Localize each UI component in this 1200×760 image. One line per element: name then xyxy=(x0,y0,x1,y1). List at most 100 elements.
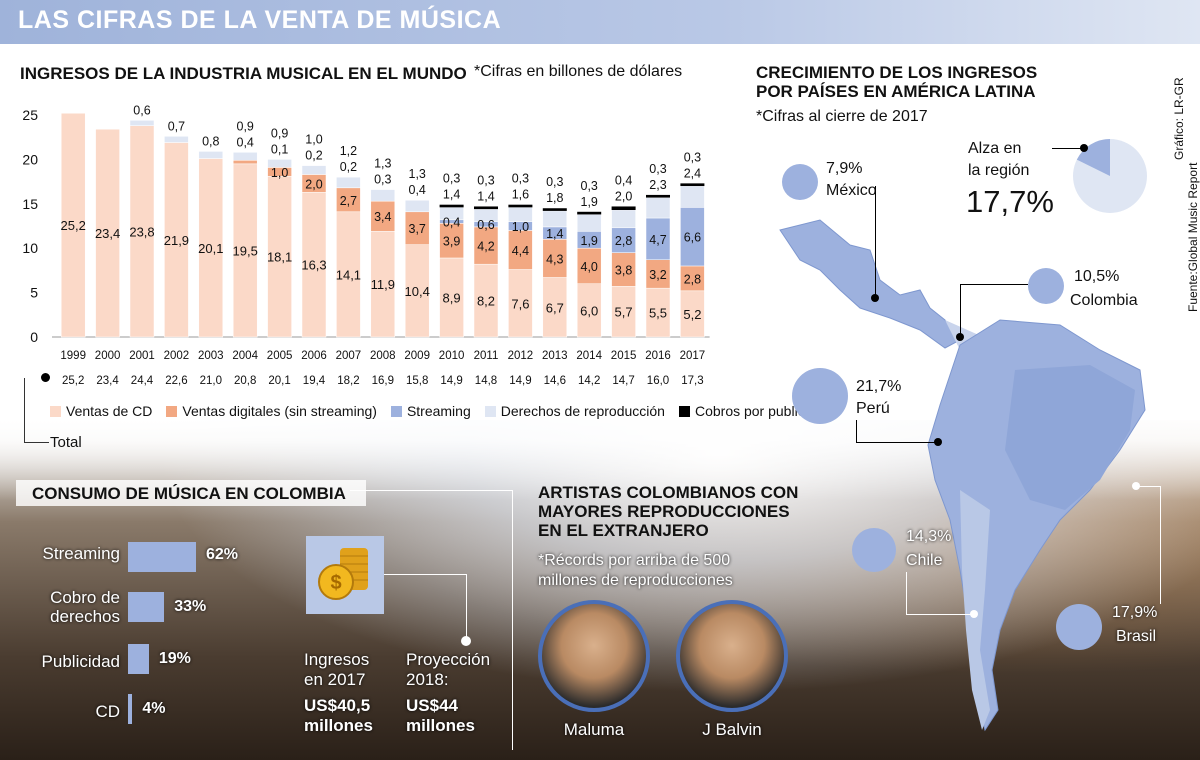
y-tick-5: 5 xyxy=(30,285,38,301)
bar-cd-2009 xyxy=(404,244,430,338)
value-label-derechos-2006: 0,2 xyxy=(305,149,322,163)
total-label-2015: 14,7 xyxy=(612,375,634,387)
bar-cd-2008 xyxy=(370,231,396,338)
value-label-derechos-2011: 1,4 xyxy=(477,189,494,203)
x-label-2002: 2002 xyxy=(164,350,190,362)
value-label-derechos-2015: 2,0 xyxy=(615,189,632,203)
bar-cd-2002 xyxy=(164,142,189,338)
title-banner xyxy=(0,0,1200,44)
bar-derechos-2014 xyxy=(576,214,602,232)
x-label-2010: 2010 xyxy=(439,350,465,362)
y-tick-25: 25 xyxy=(22,107,38,123)
value-label-digital-2012: 4,4 xyxy=(512,244,529,258)
value-label-derechos-2002: 0,7 xyxy=(168,119,185,133)
bar-cd-2012 xyxy=(508,269,533,338)
value-label-cd-2012: 7,6 xyxy=(511,296,529,311)
coins-icon-box: $ xyxy=(306,536,384,614)
value-label-cd-2013: 6,7 xyxy=(546,300,564,315)
x-label-2012: 2012 xyxy=(508,350,534,362)
value-label-cd-2008: 11,9 xyxy=(371,277,395,292)
bar-publicidad-2014 xyxy=(577,211,602,215)
value-label-cd-2001: 23,8 xyxy=(129,224,154,239)
bar-streaming-2015 xyxy=(611,227,636,253)
peru-dot xyxy=(934,438,942,446)
section-divider xyxy=(512,490,513,750)
bar-cd-1999 xyxy=(60,112,86,338)
value-label-publicidad-2015: 0,4 xyxy=(615,173,632,187)
x-label-2001: 2001 xyxy=(129,350,155,362)
total-label-2002: 22,6 xyxy=(165,375,187,387)
value-label-publicidad-2008: 1,3 xyxy=(374,157,391,171)
bar-digital-2017 xyxy=(680,265,705,292)
value-label-publicidad-2016: 0,3 xyxy=(649,162,666,176)
value-label-streaming-2010: 0,4 xyxy=(443,216,460,230)
value-label-publicidad-2011: 0,3 xyxy=(477,173,494,187)
value-label-publicidad-2007: 1,2 xyxy=(340,144,357,158)
bar-cd-2010 xyxy=(439,257,464,338)
consumo-pct-publicidad: 19% xyxy=(158,650,191,667)
value-label-streaming-2017: 6,6 xyxy=(684,231,701,245)
artists-title-1: ARTISTAS COLOMBIANOS CON xyxy=(538,483,799,502)
bar-derechos-2015 xyxy=(611,209,636,229)
bar-cd-2000 xyxy=(95,128,120,338)
bar-digital-2004 xyxy=(232,160,258,165)
map-brazil xyxy=(1005,365,1135,510)
artists-title-3: EN EL EXTRANJERO xyxy=(538,521,709,540)
total-label-2012: 14,9 xyxy=(509,375,531,387)
bar-publicidad-2015 xyxy=(611,206,636,211)
artists-title-2: MAYORES REPRODUCCIONES xyxy=(538,502,790,521)
ingresos-label-1: Ingresos xyxy=(304,650,370,669)
value-label-cd-1999: 25,2 xyxy=(61,218,86,233)
page-title: LAS CIFRAS DE LA VENTA DE MÚSICA xyxy=(18,6,502,34)
bubble-mexico xyxy=(782,164,818,200)
total-dot xyxy=(41,373,50,382)
bar-cd-2014 xyxy=(576,283,602,338)
colombia-leader-h xyxy=(960,284,1028,285)
ingresos-value-1: US$40,5 xyxy=(304,696,371,715)
x-label-2017: 2017 xyxy=(680,350,706,362)
coins-leader-dot xyxy=(461,636,471,646)
total-label-2014: 14,2 xyxy=(578,375,600,387)
value-label-digital-2016: 3,2 xyxy=(649,268,666,282)
region-pie-chart xyxy=(1073,139,1147,213)
legend-digital-swatch xyxy=(166,405,178,417)
y-tick-15: 15 xyxy=(22,196,38,212)
legend-publicidad-swatch xyxy=(678,405,690,417)
bar-publicidad-2010 xyxy=(439,204,464,208)
x-label-2008: 2008 xyxy=(370,350,396,362)
bar-digital-2009 xyxy=(404,211,430,245)
proyeccion-label-1: Proyección xyxy=(406,650,491,669)
mexico-dot xyxy=(871,294,879,302)
consumo-bar-derechos xyxy=(128,592,165,622)
legend-cd: Ventas de CD xyxy=(50,403,152,419)
region-label-1: Alza en xyxy=(968,140,1022,157)
value-label-derechos-2009: 0,4 xyxy=(409,183,426,197)
proyeccion-value-1: US$44 xyxy=(406,696,458,715)
artist-name-maluma: Maluma xyxy=(563,720,625,739)
value-label-cd-2000: 23,4 xyxy=(95,226,120,241)
bar-cd-2011 xyxy=(473,263,499,338)
artist-name-jbalvin: J Balvin xyxy=(702,720,762,739)
coins-leader-v xyxy=(466,574,467,640)
value-label-digital-2010: 3,9 xyxy=(443,235,460,249)
value-label-derechos-2017: 2,4 xyxy=(684,166,701,180)
world-chart-note: *Cifras en billones de dólares xyxy=(474,63,683,80)
value-label-cd-2005: 18,1 xyxy=(267,250,292,265)
bar-cd-2016 xyxy=(645,287,671,338)
consumo-pct-cd: 4% xyxy=(142,700,166,717)
x-label-2013: 2013 xyxy=(542,350,568,362)
mexico-leader xyxy=(875,186,876,298)
bar-derechos-2016 xyxy=(645,197,671,219)
total-label-2017: 17,3 xyxy=(681,375,703,387)
brasil-leader-v xyxy=(1160,486,1161,604)
value-label-digital-2017: 2,8 xyxy=(684,272,701,286)
total-label-2006: 19,4 xyxy=(303,375,326,387)
proyeccion-label-2: 2018: xyxy=(406,670,449,689)
value-label-cd-2017: 5,2 xyxy=(683,307,701,322)
x-label-2009: 2009 xyxy=(404,350,430,362)
value-label-streaming-2012: 1,0 xyxy=(512,220,529,234)
value-label-publicidad-2006: 1,0 xyxy=(305,133,322,147)
chile-leader-h xyxy=(906,614,972,615)
bar-publicidad-2016 xyxy=(646,194,670,198)
brasil-pct: 17,9% xyxy=(1112,604,1158,621)
